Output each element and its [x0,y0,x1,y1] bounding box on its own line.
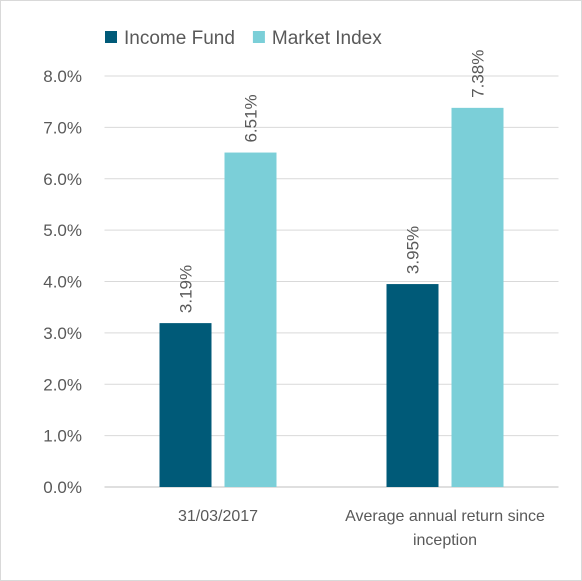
bar [159,323,212,487]
y-tick-label: 0.0% [43,478,82,497]
y-tick-label: 1.0% [43,427,82,446]
legend-label: Income Fund [124,28,235,49]
legend-swatch [252,31,265,43]
data-label: 6.51% [242,94,261,142]
y-tick-label: 5.0% [43,221,82,240]
bar [451,107,504,487]
data-label: 3.19% [177,265,196,313]
y-tick-label: 4.0% [43,273,82,292]
y-tick-label: 3.0% [43,324,82,343]
legend-label: Market Index [272,28,382,49]
x-tick-label: Average annual return since inception [345,508,545,549]
x-tick-label: 31/03/2017 [177,508,259,525]
bar [224,152,277,487]
y-tick-label: 8.0% [43,67,82,86]
y-tick-label: 2.0% [43,375,82,394]
bar [386,284,439,487]
legend-swatch [105,31,117,43]
data-label: 3.95% [404,226,423,274]
y-tick-label: 6.0% [43,170,82,189]
y-tick-label: 7.0% [43,118,82,137]
data-label: 7.38% [469,50,488,98]
